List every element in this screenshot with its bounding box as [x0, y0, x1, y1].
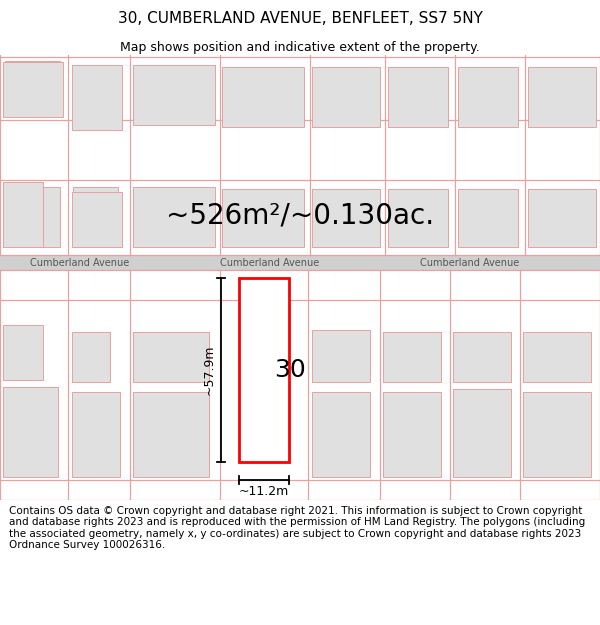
Bar [312, 330, 370, 382]
Bar [3, 62, 63, 117]
Bar [453, 389, 511, 477]
Bar [458, 67, 518, 127]
Bar [3, 387, 58, 477]
Bar [388, 189, 448, 247]
Bar [528, 67, 596, 127]
Bar [239, 278, 289, 462]
Bar [458, 189, 518, 247]
Bar [133, 392, 209, 477]
Text: Cumberland Avenue: Cumberland Avenue [31, 258, 130, 268]
Bar [523, 392, 591, 477]
Bar [3, 325, 43, 380]
Bar [222, 189, 304, 247]
Text: ~11.2m: ~11.2m [239, 485, 289, 498]
Text: ~57.9m: ~57.9m [203, 345, 216, 395]
Text: 30: 30 [274, 358, 305, 382]
Text: Contains OS data © Crown copyright and database right 2021. This information is : Contains OS data © Crown copyright and d… [9, 506, 585, 550]
Text: Cumberland Avenue: Cumberland Avenue [220, 258, 320, 268]
Bar [0, 255, 600, 270]
Text: Map shows position and indicative extent of the property.: Map shows position and indicative extent… [120, 41, 480, 54]
Bar [3, 182, 43, 247]
Bar [453, 332, 511, 382]
Text: 30, CUMBERLAND AVENUE, BENFLEET, SS7 5NY: 30, CUMBERLAND AVENUE, BENFLEET, SS7 5NY [118, 11, 482, 26]
Bar [312, 189, 380, 247]
Bar [528, 189, 596, 247]
Bar [5, 64, 60, 116]
Bar [388, 67, 448, 127]
Text: ~526m²/~0.130ac.: ~526m²/~0.130ac. [166, 201, 434, 229]
Bar [133, 187, 215, 247]
Bar [383, 332, 441, 382]
Bar [72, 192, 122, 247]
Bar [5, 187, 60, 247]
Bar [5, 61, 60, 116]
Bar [72, 65, 122, 130]
Bar [72, 392, 120, 477]
Bar [133, 65, 215, 125]
Bar [222, 67, 304, 127]
Bar [73, 81, 111, 116]
Bar [312, 67, 380, 127]
Bar [133, 332, 209, 382]
Bar [73, 187, 118, 247]
Bar [383, 392, 441, 477]
Bar [72, 332, 110, 382]
Text: Cumberland Avenue: Cumberland Avenue [421, 258, 520, 268]
Bar [523, 332, 591, 382]
Bar [312, 392, 370, 477]
